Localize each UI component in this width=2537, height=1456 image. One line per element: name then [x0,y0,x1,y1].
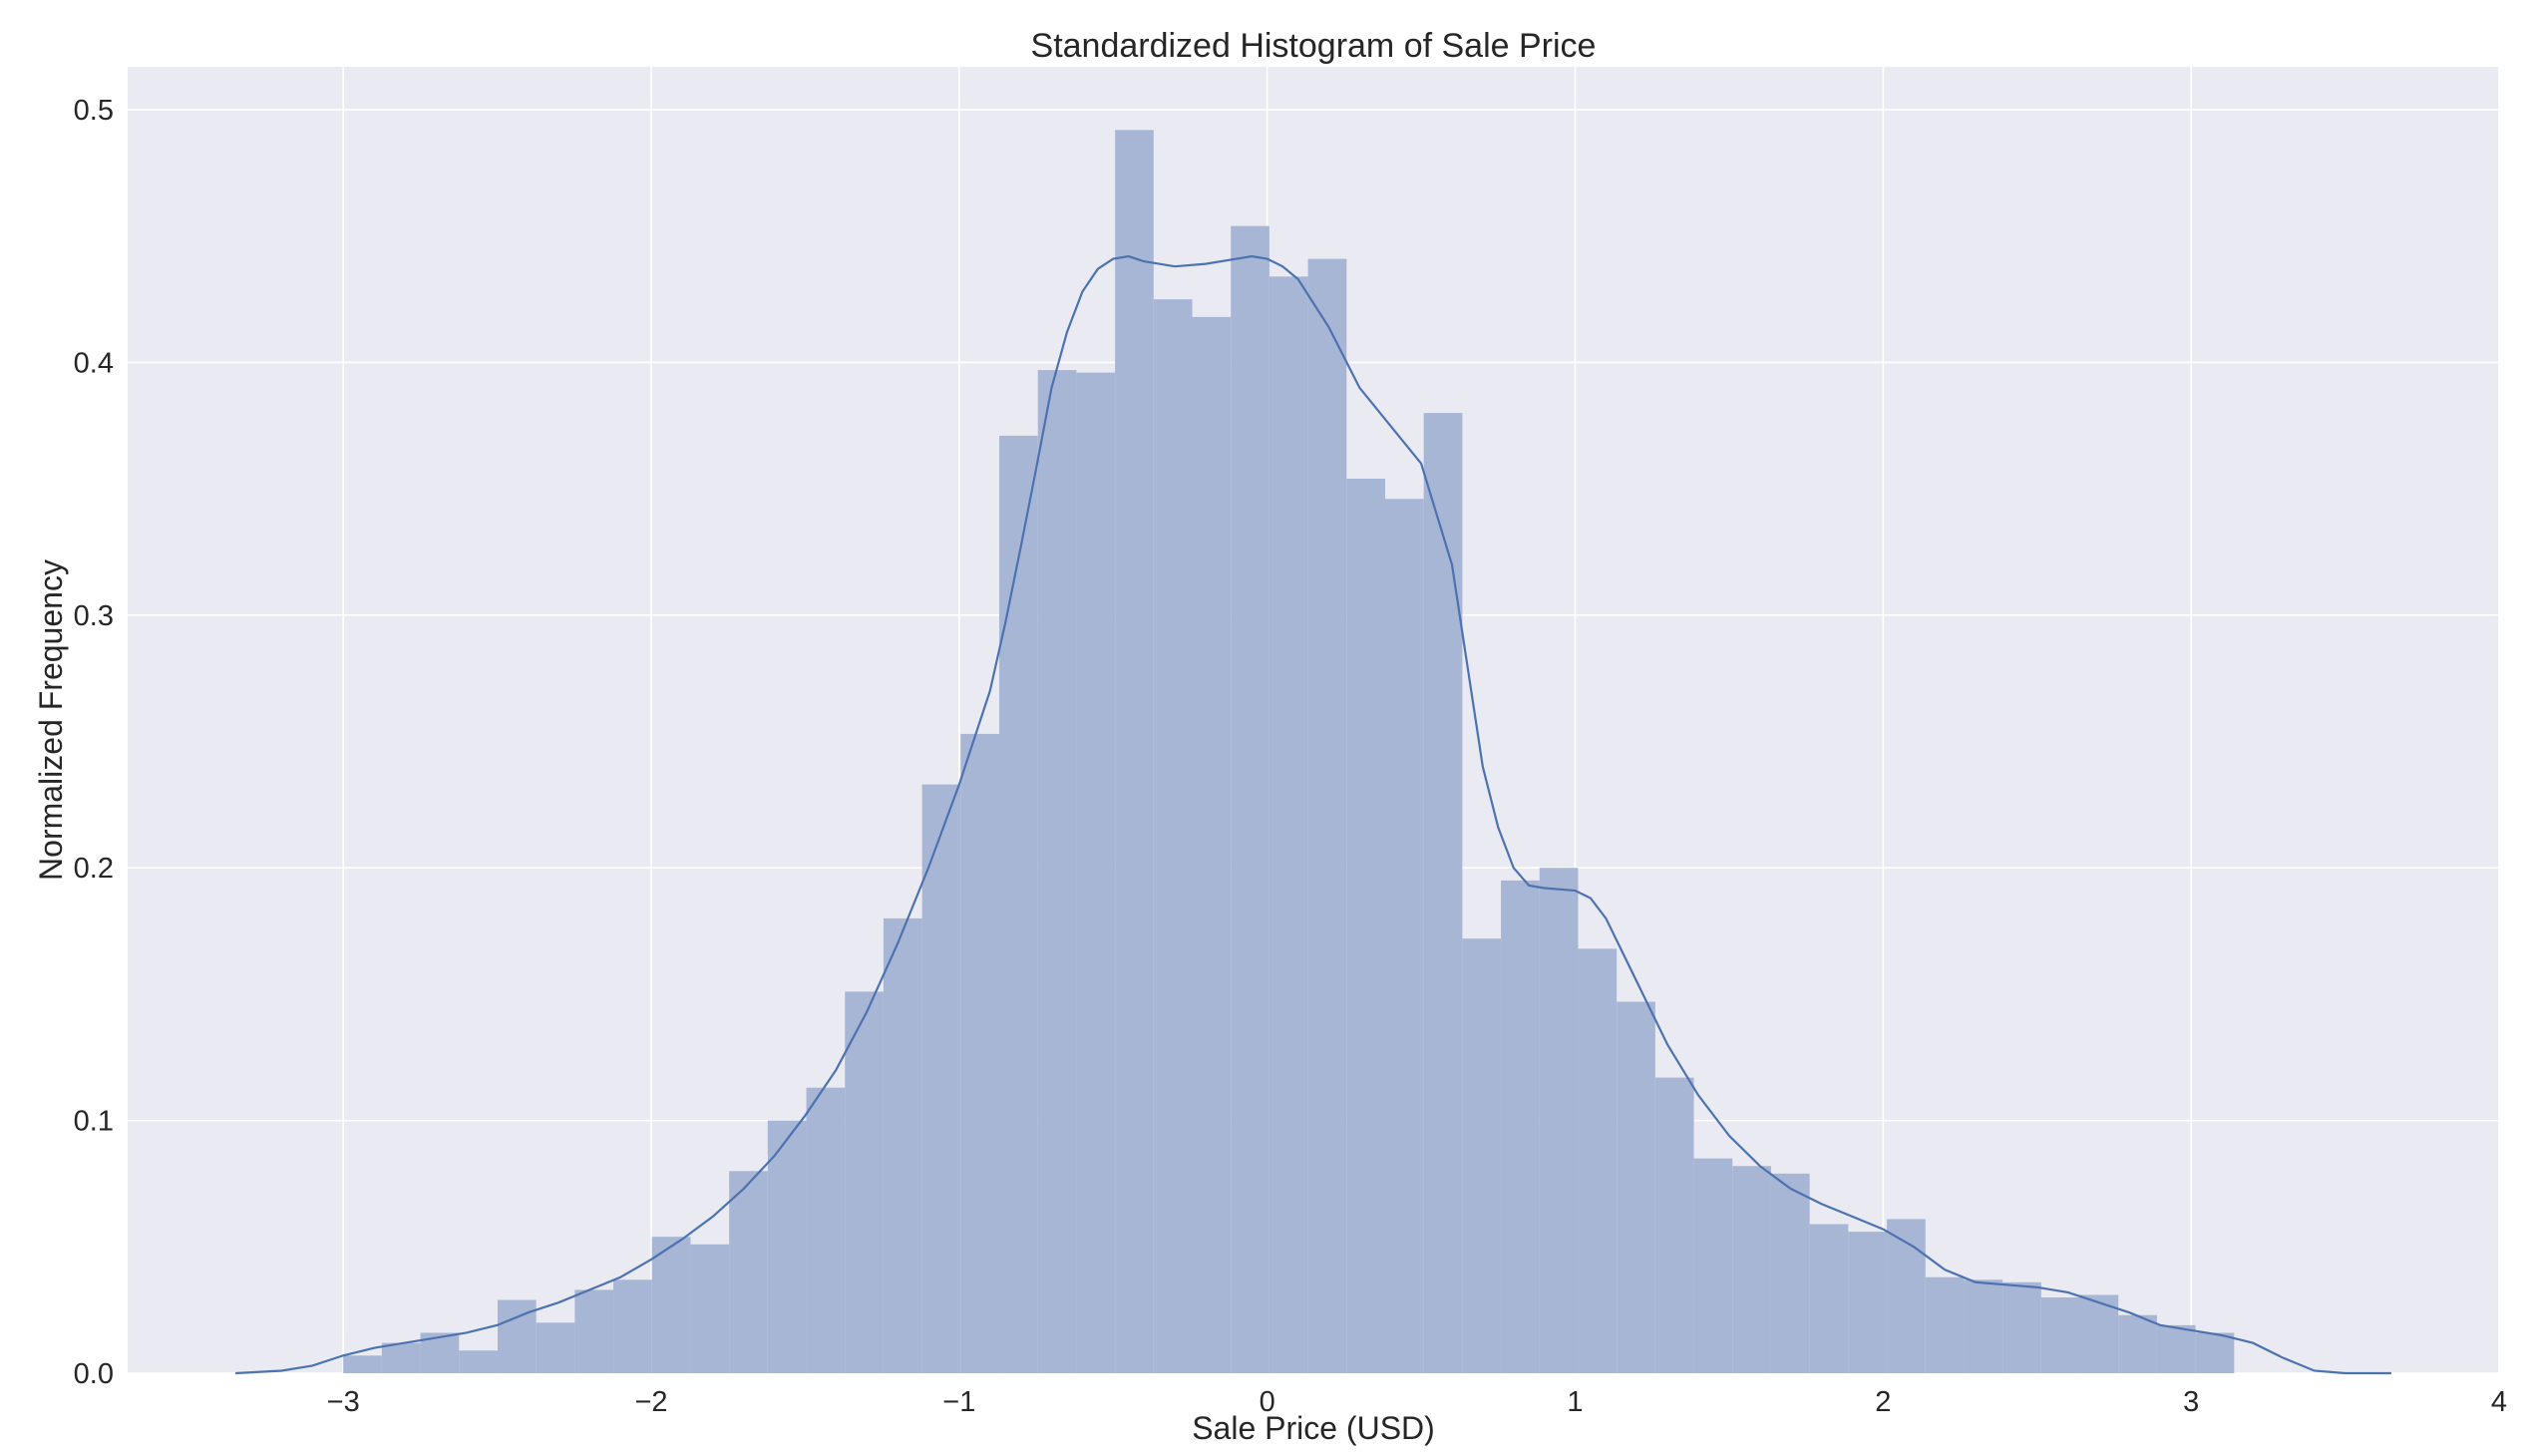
histogram-bar [613,1279,652,1373]
histogram-bar [921,784,961,1373]
histogram-bar [960,733,1000,1373]
histogram-bar [1578,948,1618,1373]
histogram-bar [767,1120,807,1373]
x-axis-label: Sale Price (USD) [1192,1410,1435,1446]
histogram-bars [343,130,2235,1374]
x-tick-label: 4 [2491,1386,2507,1418]
x-tick-label: −2 [634,1386,667,1418]
histogram-bar [806,1087,846,1373]
histogram-bar [1153,299,1193,1373]
x-tick-label: −3 [327,1386,360,1418]
histogram-bar [1076,372,1116,1374]
histogram-bar [1268,276,1308,1374]
histogram-bar [999,435,1038,1373]
histogram-bar [1925,1276,1965,1373]
histogram-bar [1693,1158,1733,1373]
histogram-bar [1770,1173,1810,1373]
histogram-bar [883,917,922,1373]
histogram-bar [2040,1296,2080,1373]
histogram-bar [1346,479,1385,1373]
y-axis-label: Normalized Frequency [33,559,69,881]
histogram-bar [845,991,884,1373]
y-tick-label: 0.2 [74,853,114,885]
histogram-bar [1037,370,1077,1373]
histogram-bar [1384,499,1424,1373]
histogram-bar [2195,1332,2235,1373]
histogram-bar [690,1244,730,1373]
y-tick-label: 0.5 [74,95,114,127]
histogram-bar [459,1350,498,1373]
x-tick-label: 1 [1567,1386,1583,1418]
histogram-bar [1539,868,1579,1373]
histogram-bar [1501,880,1540,1373]
histogram-bar [2156,1324,2196,1373]
histogram-bar [1192,316,1232,1373]
histogram-bar [1231,225,1269,1374]
y-tick-label: 0.1 [74,1106,114,1138]
histogram-bar [1307,258,1347,1374]
histogram-bar [343,1355,382,1373]
y-tick-label: 0.0 [74,1358,114,1390]
x-tick-label: 0 [1260,1386,1275,1418]
histogram-bar [1964,1279,2003,1373]
histogram-bar [1848,1232,1888,1373]
histogram-bar [2002,1281,2041,1373]
histogram-bar [1617,1001,1655,1373]
histogram-bar [1115,130,1154,1374]
y-tick-label: 0.4 [74,347,114,379]
histogram-bar [651,1237,691,1373]
x-tick-label: −1 [942,1386,975,1418]
histogram-bar [729,1171,768,1373]
chart-title: Standardized Histogram of Sale Price [1031,27,1597,65]
histogram-bar [381,1342,421,1373]
histogram-bar [1423,413,1463,1373]
histogram-bar [536,1322,575,1373]
histogram-bar [2118,1314,2157,1373]
x-tick-label: 3 [2183,1386,2199,1418]
histogram-bar [1462,938,1502,1373]
y-tick-labels: 0.0 0.1 0.2 0.3 0.4 0.5 [74,95,114,1390]
histogram-bar [1809,1224,1849,1373]
y-tick-label: 0.3 [74,600,114,632]
histogram-bar [574,1289,614,1373]
histogram-bar [1732,1166,1771,1373]
x-tick-labels: −3 −2 −1 0 1 2 3 4 [327,1386,2507,1418]
kde-curve [235,254,2391,1375]
x-tick-label: 2 [1875,1386,1891,1418]
histogram-bar [1654,1077,1694,1373]
histogram-bar [1887,1219,1926,1373]
